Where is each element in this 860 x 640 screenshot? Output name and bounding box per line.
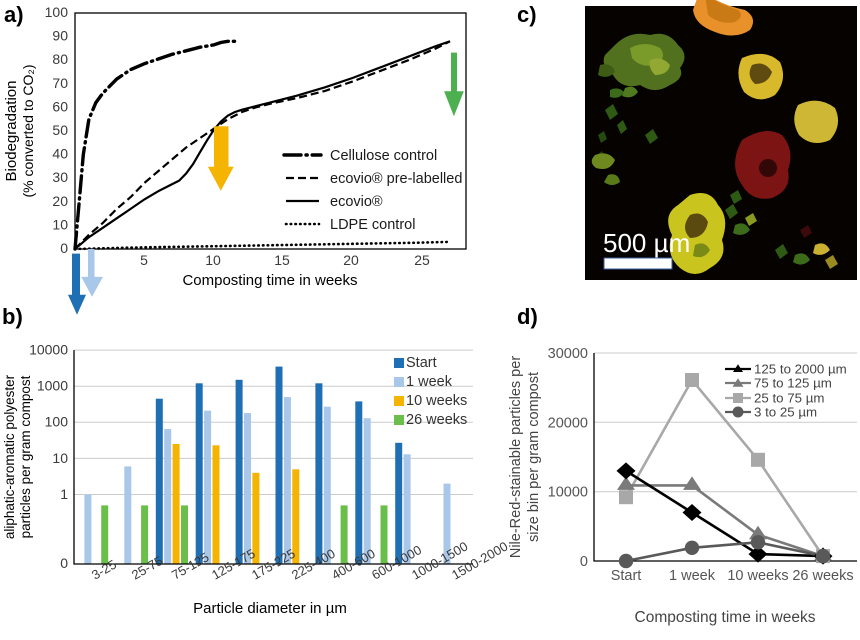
svg-text:3 to 25 µm: 3 to 25 µm — [754, 405, 817, 420]
svg-text:25 to 75 µm: 25 to 75 µm — [754, 391, 825, 406]
svg-text:size bin per gram compost: size bin per gram compost — [526, 372, 542, 542]
svg-text:26 weeks: 26 weeks — [792, 568, 853, 584]
svg-text:0: 0 — [580, 554, 588, 570]
svg-text:20000: 20000 — [548, 415, 588, 431]
svg-text:Nile-Red-stainable particles p: Nile-Red-stainable particles per — [508, 356, 524, 558]
svg-text:Composting time in weeks: Composting time in weeks — [635, 609, 816, 626]
svg-text:125 to 2000 µm: 125 to 2000 µm — [754, 362, 847, 377]
svg-text:Start: Start — [611, 568, 642, 584]
svg-text:75 to 125 µm: 75 to 125 µm — [754, 376, 832, 391]
svg-text:10 weeks: 10 weeks — [727, 568, 788, 584]
svg-text:10000: 10000 — [548, 485, 588, 501]
svg-text:1 week: 1 week — [669, 568, 716, 584]
svg-text:30000: 30000 — [548, 346, 588, 362]
